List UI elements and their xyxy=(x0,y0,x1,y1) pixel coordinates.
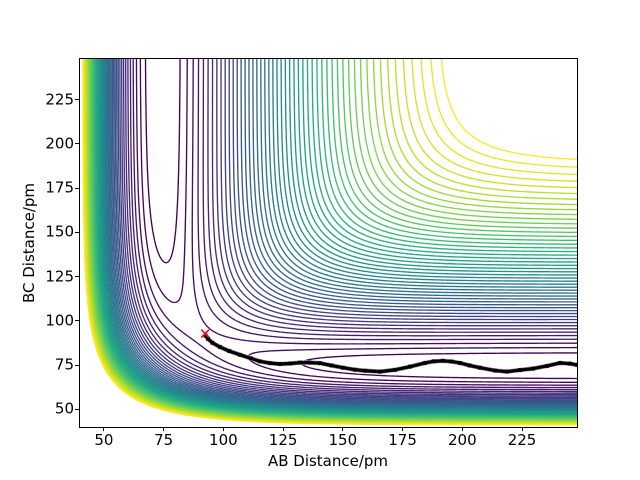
y-tick-label: 150 xyxy=(45,222,74,241)
plot-frame xyxy=(79,58,578,428)
x-tick xyxy=(222,427,224,431)
y-tick xyxy=(75,143,79,145)
x-tick-label: 100 xyxy=(209,431,238,449)
y-tick xyxy=(75,320,79,322)
y-axis-label: BC Distance/pm xyxy=(20,182,38,304)
x-axis-label: AB Distance/pm xyxy=(267,452,389,470)
y-tick xyxy=(75,187,79,189)
x-tick xyxy=(103,427,105,431)
y-tick xyxy=(75,276,79,278)
y-tick-label: 225 xyxy=(45,90,74,109)
y-tick xyxy=(75,99,79,101)
x-tick xyxy=(282,427,284,431)
y-tick xyxy=(75,231,79,233)
contour-canvas xyxy=(80,59,577,427)
x-tick-label: 200 xyxy=(447,431,477,449)
y-tick-label: 75 xyxy=(54,355,74,374)
x-tick xyxy=(342,427,344,431)
y-tick xyxy=(75,364,79,366)
x-tick-label: 175 xyxy=(388,431,417,449)
y-tick-label: 200 xyxy=(45,134,74,153)
x-tick-label: 75 xyxy=(154,431,174,449)
y-tick-label: 125 xyxy=(45,267,74,286)
x-tick-label: 225 xyxy=(507,431,537,449)
x-tick xyxy=(163,427,165,431)
y-tick xyxy=(75,408,79,410)
y-tick-label: 175 xyxy=(45,178,74,197)
x-tick xyxy=(461,427,463,431)
y-tick-label: 50 xyxy=(54,399,74,418)
x-tick-label: 125 xyxy=(268,431,298,449)
x-tick-label: 150 xyxy=(328,431,358,449)
x-tick xyxy=(521,427,523,431)
x-tick-label: 50 xyxy=(94,431,114,449)
y-tick-label: 100 xyxy=(45,311,74,330)
x-tick xyxy=(402,427,404,431)
